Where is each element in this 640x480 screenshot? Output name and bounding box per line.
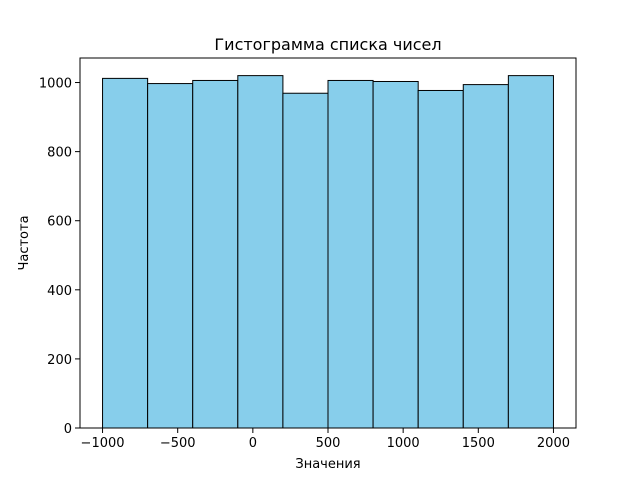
histogram-bar [417, 89, 464, 429]
y-tick-label: 600 [47, 215, 72, 230]
x-tick-label: 1500 [462, 436, 495, 451]
x-tick-label: 0 [249, 436, 257, 451]
y-axis-label: Частота [17, 215, 32, 270]
y-tick-label: 200 [47, 353, 72, 368]
x-axis-label: Значения [295, 457, 360, 472]
histogram-bar [462, 84, 509, 429]
y-axis: 0 200 400 600 800 1000 [39, 77, 80, 437]
histogram-bar [372, 80, 419, 429]
histogram-bar [147, 83, 194, 429]
histogram-bar [192, 79, 239, 429]
histogram-bar [102, 77, 149, 429]
bars-layer [102, 75, 554, 429]
x-tick-label: 1000 [387, 436, 420, 451]
histogram-bar [327, 79, 374, 429]
histogram-bar [507, 75, 554, 429]
x-axis: −1000 −500 0 500 1000 1500 2000 [81, 428, 570, 451]
histogram-bar [282, 92, 329, 429]
y-tick-label: 400 [47, 284, 72, 299]
x-tick-label: 2000 [537, 436, 570, 451]
y-tick-label: 0 [64, 422, 72, 437]
histogram-bar [237, 75, 284, 429]
y-tick-label: 800 [47, 146, 72, 161]
x-tick-label: −500 [160, 436, 196, 451]
x-tick-label: −1000 [81, 436, 125, 451]
chart-title: Гистограмма списка чисел [214, 35, 441, 54]
x-tick-label: 500 [316, 436, 341, 451]
y-tick-label: 1000 [39, 77, 72, 92]
